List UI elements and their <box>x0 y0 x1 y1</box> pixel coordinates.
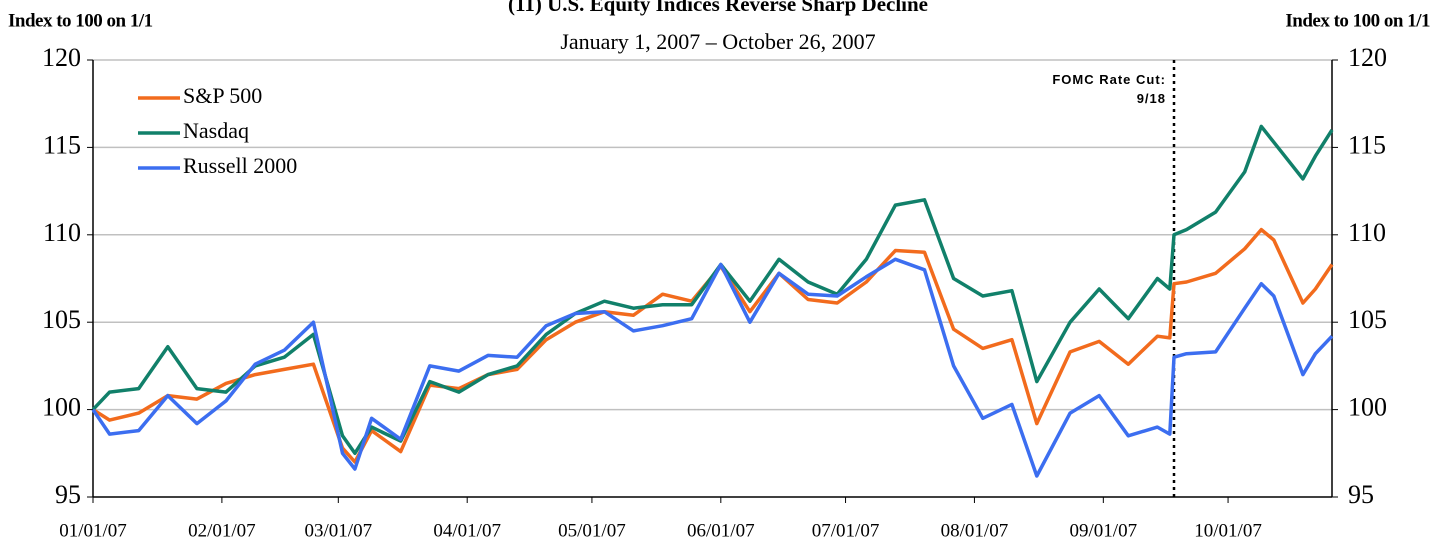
y-tick-label: 115 <box>43 130 81 159</box>
x-tick-label: 06/01/07 <box>687 520 755 541</box>
y2-tick-label: 100 <box>1348 393 1387 422</box>
y2-tick-label: 110 <box>1348 218 1386 247</box>
y2-tick-label: 115 <box>1348 130 1386 159</box>
x-tick-label: 08/01/07 <box>941 520 1009 541</box>
y-tick-label: 110 <box>43 218 81 247</box>
y-axis-label: Index to 100 on 1/1 <box>8 10 153 31</box>
x-tick-label: 10/01/07 <box>1194 520 1262 541</box>
y-tick-label: 120 <box>42 43 81 72</box>
x-tick-label: 03/01/07 <box>305 520 373 541</box>
annotation: FOMC Rate Cut: 9/18 <box>1052 72 1166 106</box>
x-tick-label: 01/01/07 <box>59 520 127 541</box>
y2-tick-label: 120 <box>1348 43 1387 72</box>
x-tick-label: 02/01/07 <box>188 520 256 541</box>
y2-tick-label: 95 <box>1348 480 1374 509</box>
y2-tick-label: 105 <box>1348 305 1387 334</box>
x-tick-label: 07/01/07 <box>812 520 880 541</box>
x-tick-label: 09/01/07 <box>1070 520 1138 541</box>
y2-axis-label: Index to 100 on 1/1 <box>1285 10 1430 31</box>
y-tick-label: 105 <box>42 305 81 334</box>
series-line <box>92 227 1334 464</box>
chart-subtitle: January 1, 2007 – October 26, 2007 <box>560 29 875 54</box>
series-line <box>91 257 1334 478</box>
x-tick-label: 04/01/07 <box>433 520 501 541</box>
y-tick-label: 100 <box>42 393 81 422</box>
legend-label: Nasdaq <box>183 118 249 143</box>
y-tick-label: 95 <box>55 480 81 509</box>
legend-label: Russell 2000 <box>183 153 297 178</box>
x-tick-label: 05/01/07 <box>558 520 626 541</box>
series-line <box>91 124 1334 456</box>
legend-label: S&P 500 <box>183 83 262 108</box>
chart-title: (11) U.S. Equity Indices Reverse Sharp D… <box>508 0 928 16</box>
